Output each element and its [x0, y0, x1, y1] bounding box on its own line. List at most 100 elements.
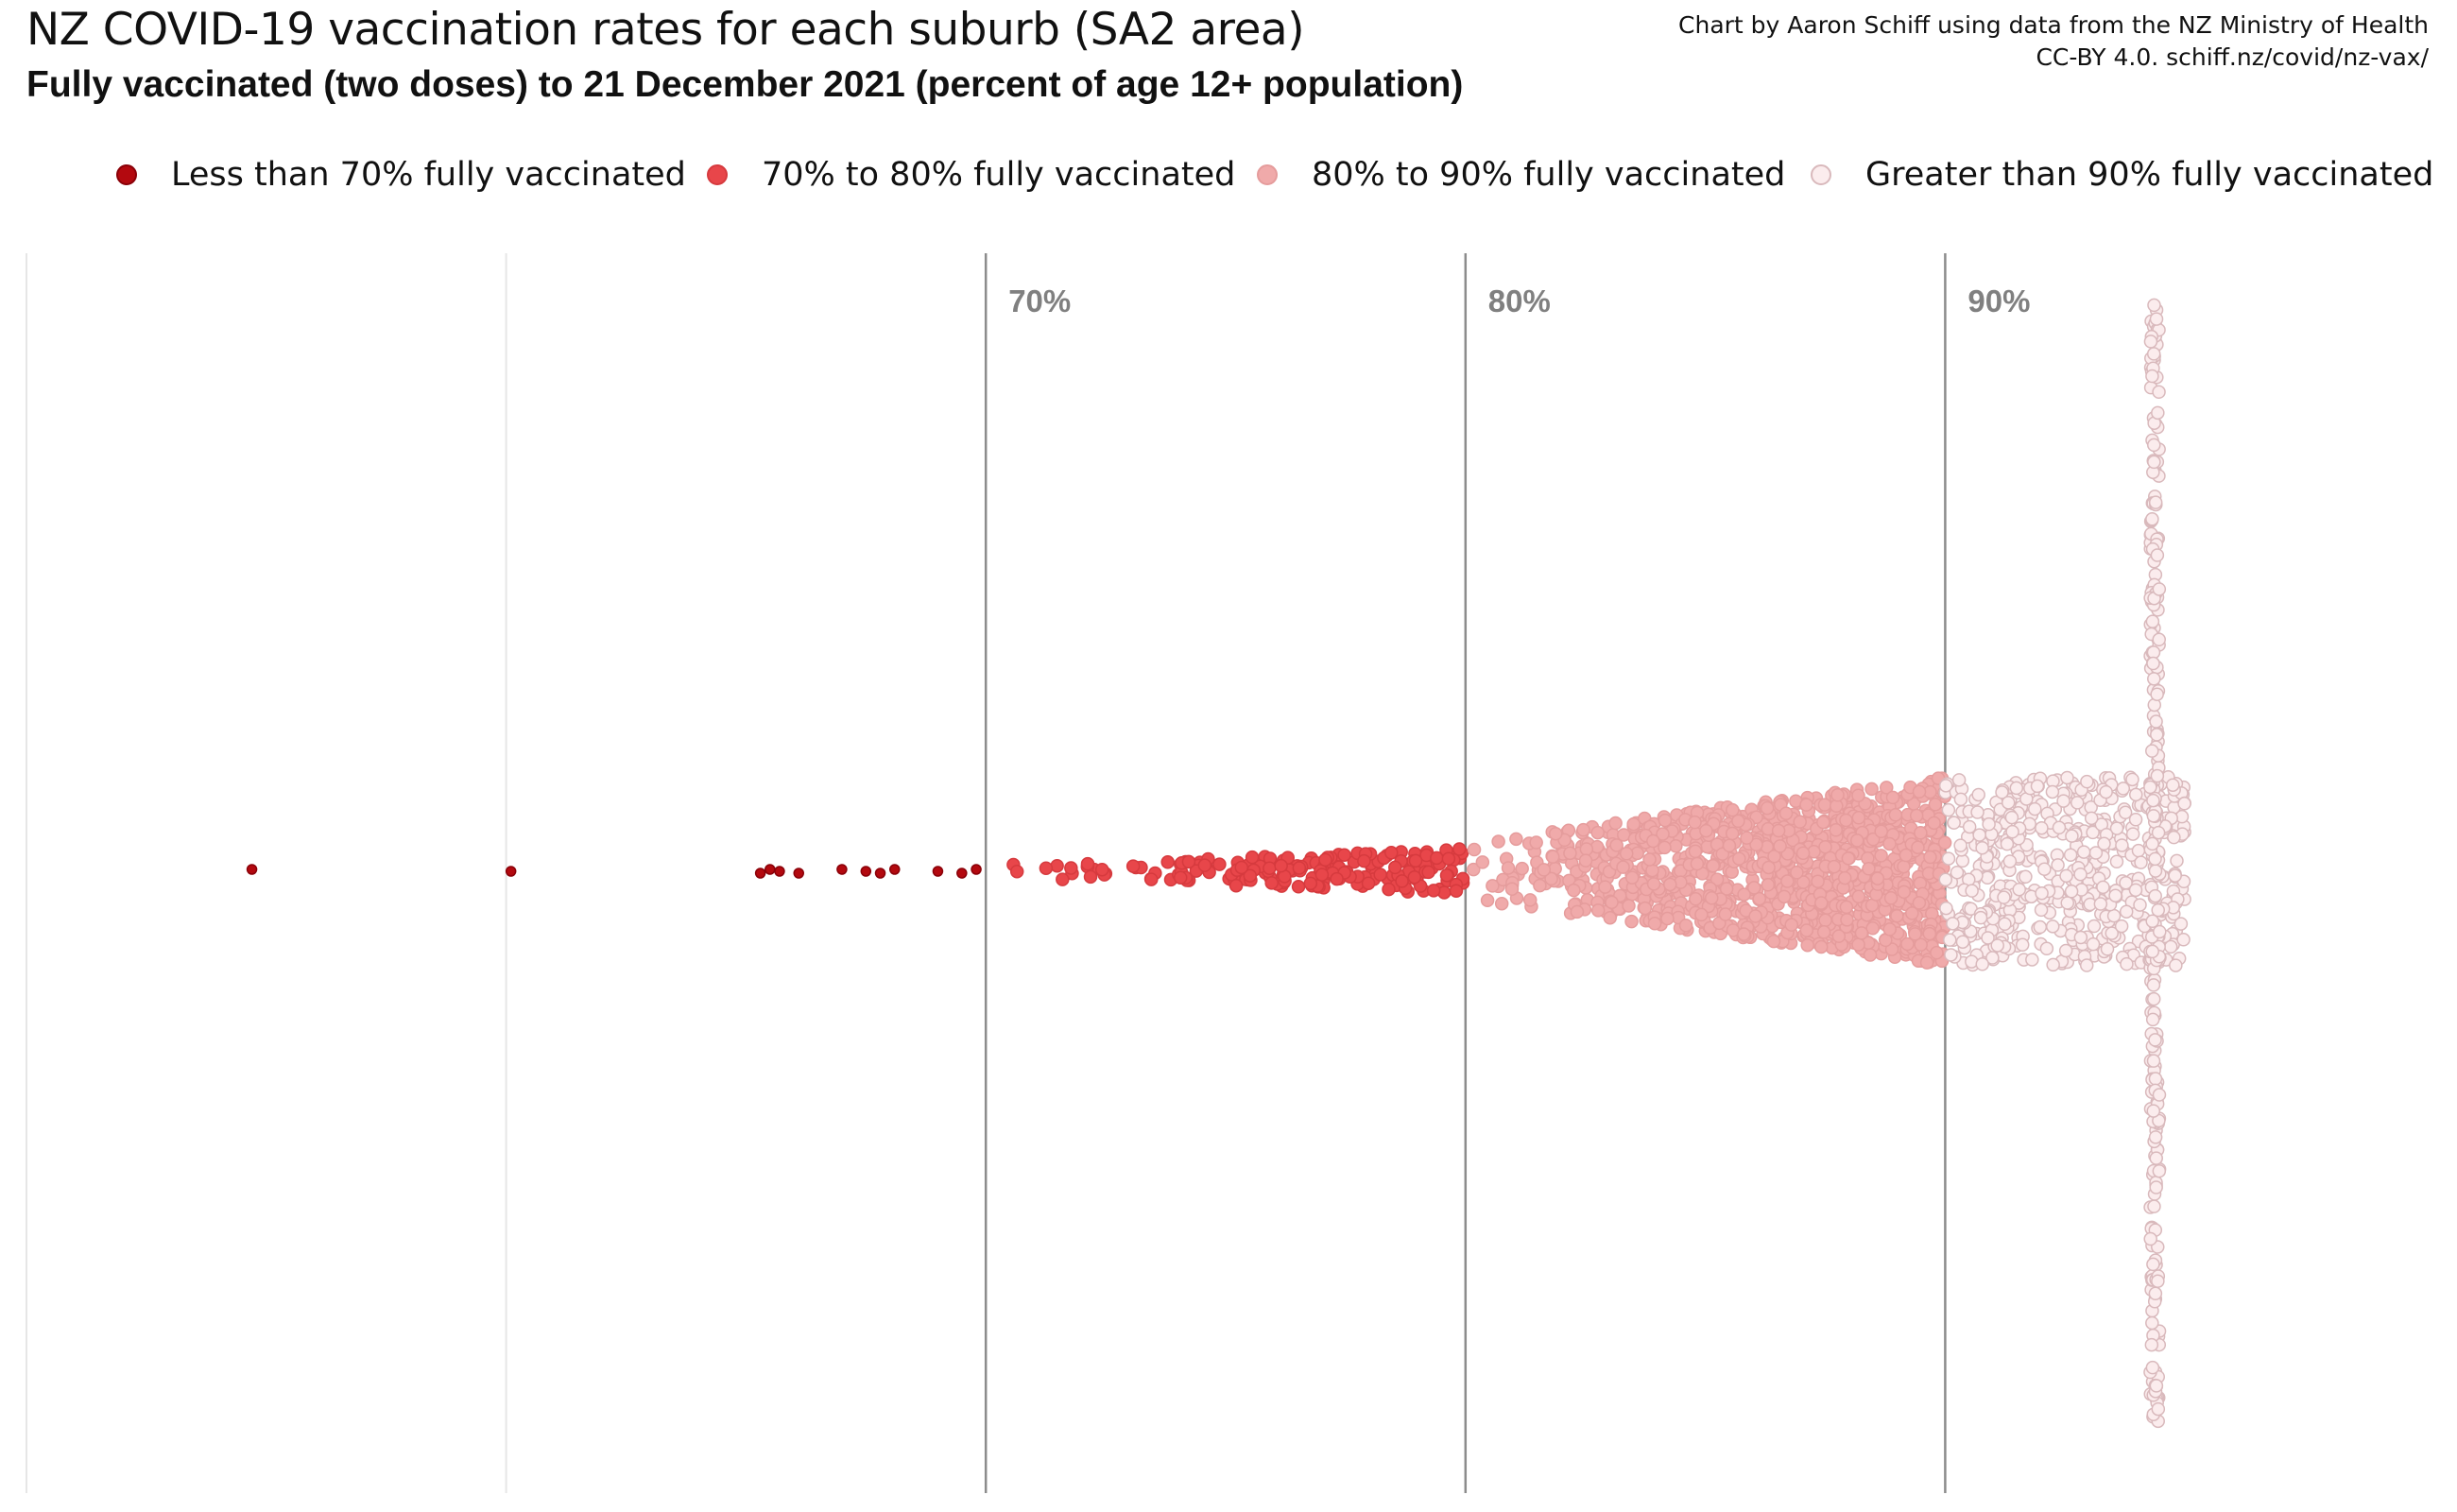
- data-point: [1888, 808, 1903, 822]
- data-point: [2176, 933, 2191, 947]
- data-point: [1658, 840, 1672, 855]
- data-point: [1608, 816, 1623, 831]
- data-point: [2152, 582, 2167, 596]
- data-point: [1914, 937, 1928, 953]
- data-point: [2146, 1104, 2161, 1118]
- data-point: [1622, 899, 1636, 913]
- data-point: [1749, 837, 1763, 852]
- data-point: [1274, 858, 1288, 873]
- data-point: [1950, 865, 1965, 880]
- data-point: [1760, 800, 1775, 816]
- data-point: [1837, 870, 1852, 885]
- data-point: [1694, 907, 1709, 922]
- data-point: [2143, 780, 2157, 795]
- data-point: [2076, 845, 2091, 859]
- data-point: [2084, 811, 2099, 826]
- data-point: [1746, 881, 1761, 895]
- data-point: [1678, 919, 1693, 933]
- data-point: [1626, 816, 1641, 832]
- credit-line-2: CC-BY 4.0. schiff.nz/covid/nz-vax/: [2036, 43, 2429, 71]
- data-point: [1590, 903, 1606, 918]
- data-point: [1972, 828, 1986, 842]
- data-point: [2150, 768, 2165, 783]
- data-point: [2128, 787, 2143, 802]
- data-point: [1899, 848, 1914, 863]
- data-point: [2097, 836, 2111, 850]
- data-point: [836, 864, 848, 875]
- data-point: [2058, 943, 2073, 958]
- data-point: [1885, 790, 1900, 805]
- credit-line-1: Chart by Aaron Schiff using data from th…: [1678, 11, 2429, 39]
- data-point: [2151, 902, 2165, 918]
- data-point: [1841, 851, 1856, 866]
- data-point: [2080, 774, 2094, 789]
- reference-line-label: 70%: [1008, 284, 1071, 318]
- chart-title: NZ COVID-19 vaccination rates for each s…: [26, 4, 1305, 56]
- reference-line-label: 80%: [1488, 284, 1551, 318]
- data-point: [2145, 914, 2159, 929]
- data-point: [1778, 806, 1794, 820]
- data-point: [2147, 672, 2161, 686]
- data-point: [2093, 897, 2108, 911]
- data-point: [1998, 917, 2012, 932]
- data-point: [2030, 779, 2045, 794]
- data-point: [1646, 833, 1660, 849]
- data-point: [1408, 853, 1423, 868]
- data-point: [1056, 872, 1070, 886]
- data-point: [1905, 906, 1919, 920]
- data-point: [1430, 850, 1444, 866]
- legend-item-80-90: 80% to 90% fully vaccinated: [1257, 146, 1785, 203]
- data-point: [2146, 793, 2160, 808]
- data-point: [1080, 856, 1095, 871]
- data-point: [1928, 798, 1943, 812]
- data-point: [1771, 823, 1786, 838]
- data-point: [1880, 781, 1894, 795]
- data-point: [1982, 816, 1996, 832]
- data-point: [1395, 874, 1409, 888]
- data-point: [1814, 896, 1829, 910]
- data-point: [1509, 832, 1523, 847]
- data-point: [2052, 820, 2067, 835]
- legend-label: 80% to 90% fully vaccinated: [1312, 156, 1786, 194]
- data-point: [2148, 1130, 2163, 1144]
- data-point: [1922, 926, 1937, 941]
- data-point: [1865, 921, 1880, 936]
- data-point: [1816, 815, 1830, 830]
- data-point: [1943, 933, 1957, 947]
- data-point: [1330, 871, 1344, 886]
- data-point: [1851, 811, 1866, 825]
- data-point: [2045, 784, 2060, 799]
- legend-label: Less than 70% fully vaccinated: [171, 156, 686, 194]
- data-point: [1529, 835, 1543, 850]
- data-point: [1731, 814, 1745, 829]
- data-point: [1656, 827, 1670, 841]
- data-point: [1452, 842, 1467, 856]
- data-point: [1965, 884, 1979, 898]
- data-point: [2147, 455, 2161, 470]
- data-point: [2166, 778, 2180, 792]
- data-point: [1719, 882, 1734, 896]
- data-point: [2153, 924, 2167, 939]
- data-point: [1722, 838, 1737, 853]
- data-point: [505, 866, 517, 877]
- data-point: [1373, 868, 1387, 882]
- data-point: [1827, 859, 1842, 874]
- data-point: [1811, 874, 1825, 888]
- data-point: [2152, 385, 2166, 400]
- data-point: [1780, 874, 1795, 888]
- data-point: [2151, 405, 2165, 421]
- data-point: [1212, 857, 1227, 871]
- data-point: [2037, 862, 2052, 876]
- data-point: [2079, 958, 2094, 972]
- data-point: [1850, 833, 1864, 848]
- data-point: [2087, 919, 2102, 934]
- data-point: [2151, 1274, 2165, 1288]
- data-point: [2119, 875, 2133, 890]
- data-point: [2128, 883, 2143, 898]
- data-point: [1790, 866, 1804, 880]
- data-point: [1818, 839, 1832, 854]
- data-point: [1361, 876, 1376, 890]
- data-point: [1590, 825, 1605, 840]
- data-point: [1971, 787, 1985, 802]
- legend-item-70-80: 70% to 80% fully vaccinated: [707, 146, 1235, 203]
